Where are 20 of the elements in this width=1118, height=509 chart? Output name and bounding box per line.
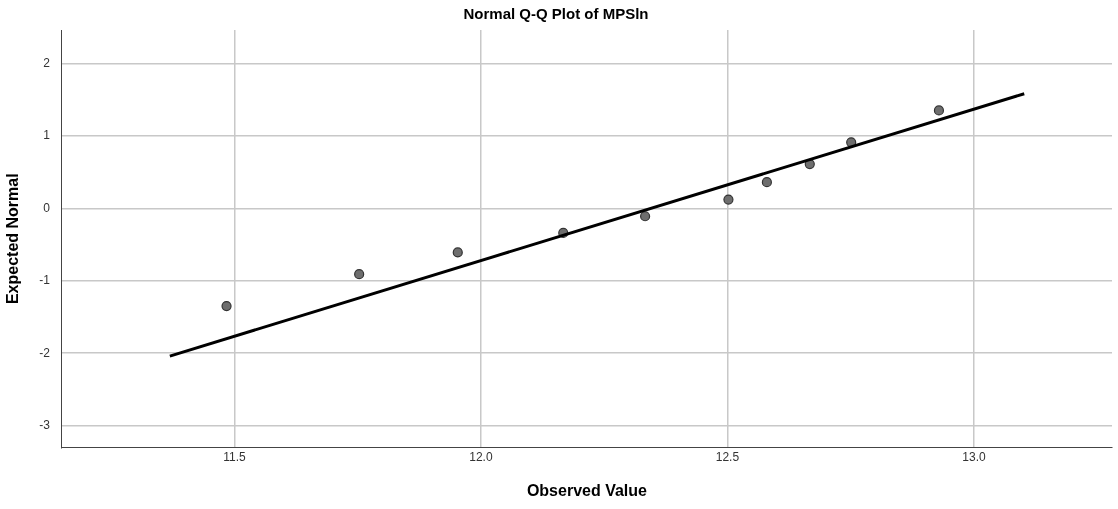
point	[452, 247, 463, 258]
point	[354, 269, 365, 280]
y-tick-label: 0	[43, 200, 51, 215]
x-axis-title: Observed Value	[526, 481, 648, 499]
y-tick-label: -2	[39, 345, 51, 360]
x-tick-label: 12.0	[469, 449, 493, 464]
point	[640, 211, 651, 222]
y-tick-label: 2	[43, 55, 51, 70]
y-tick-label: -1	[39, 273, 51, 288]
point	[221, 300, 232, 312]
point	[933, 105, 945, 116]
point	[723, 194, 734, 205]
y-axis-title: Expected Normal	[4, 173, 22, 305]
chart-title: Normal Q-Q Plot of MPSln	[463, 5, 649, 23]
y-tick-label: 1	[43, 128, 51, 143]
x-tick-label: 12.5	[715, 449, 740, 464]
x-tick-label: 11.5	[223, 449, 246, 464]
point	[761, 177, 772, 188]
y-tick-label: -3	[39, 417, 51, 432]
x-tick-label: 13.0	[962, 449, 986, 464]
